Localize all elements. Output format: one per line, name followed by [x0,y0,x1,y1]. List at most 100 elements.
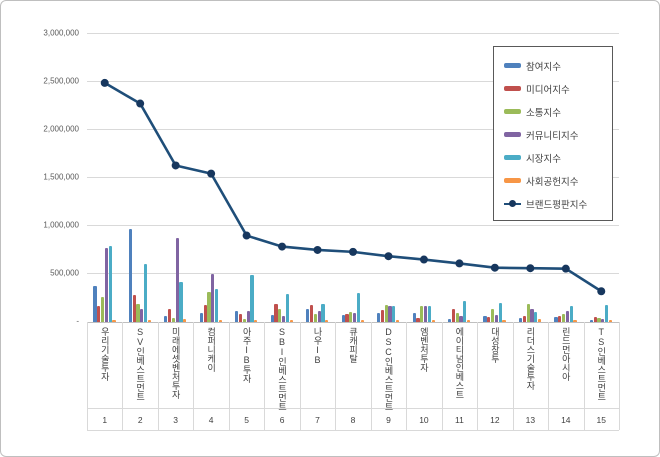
category-separator [299,322,301,430]
category-label: 린드먼아시아 [560,327,571,381]
bar-segment [171,318,176,322]
bar-segment [211,274,215,322]
bar-segment [467,320,471,322]
category-label: DSC인베스트먼트 [383,327,394,411]
bar-segment [132,294,136,322]
bar-segment [451,308,455,322]
bar-segment [218,319,222,322]
bar-segment [250,274,254,322]
y-axis-tick-label: 2,000,000 [43,124,79,134]
bar-segment [380,310,385,322]
category-separator [477,322,479,430]
category-label: 아주IB투자 [241,327,252,383]
bar-segment [270,315,274,322]
legend-label: 커뮤니티지수 [526,130,579,142]
category-rank-label: 1 [102,415,108,425]
bar-segment [321,304,325,322]
bar-segment [203,305,207,322]
category-label: 컴퍼니케이 [206,327,217,372]
y-axis-tick-label: 2,500,000 [43,76,79,86]
bar-segment [526,304,530,322]
category-label: 대성창투 [489,327,500,363]
bar-segment [522,316,526,322]
bar-segment [179,282,183,322]
bar-segment [605,304,609,322]
bar-segment [416,318,420,322]
bar-segment [317,310,321,322]
bar-segment [487,316,491,322]
bar-segment [239,313,243,322]
bar-segment [341,315,345,322]
bar-segment [562,313,566,322]
category-label: TS인베스트먼트 [596,327,607,401]
category-separator [193,322,195,430]
line-marker [171,161,180,170]
bar-segment [199,312,203,322]
bar-segment [423,305,428,322]
bar-segment [353,312,357,322]
bar-segment [498,302,502,322]
line-marker [242,231,251,240]
legend-bar-swatch-icon [504,132,521,137]
bar-segment [593,316,597,322]
line-marker [526,264,535,273]
category-label: 큐캐피탈 [348,327,358,363]
bar-segment [207,292,211,322]
category-label: 리더스기술투자 [525,327,536,390]
bar-segment [175,237,179,322]
y-gridline [87,33,619,34]
bar-segment [360,320,364,322]
legend-bar-swatch-icon [504,178,521,183]
category-label: 엠벤처투자 [418,327,429,372]
bar-segment [463,300,467,322]
category-separator [87,322,88,430]
bar-segment [183,319,187,322]
category-rank-label: 5 [244,415,249,425]
bar-segment [455,313,459,322]
y-gridline [87,81,619,82]
y-axis-tick-label: 1,500,000 [43,172,79,182]
legend-item: 브랜드평판지수 [504,192,612,215]
legend-item: 미디어지수 [504,77,612,100]
bar-segment [274,304,278,322]
bar-segment [285,294,290,322]
category-separator [122,322,124,430]
line-marker [136,99,145,108]
category-separator [548,322,550,430]
x-axis-line [87,322,619,323]
bar-segment [108,246,112,322]
line-marker [419,255,428,264]
legend-label: 시장지수 [526,153,561,165]
line-marker [384,252,393,261]
bar-segment [168,309,172,322]
bar-segment [518,318,523,322]
category-rank-label: 14 [561,415,571,425]
bar-segment [558,315,562,322]
label-bottom-line [87,430,619,431]
category-separator [441,322,443,430]
legend-label: 브랜드평판지수 [526,199,588,211]
category-label: 미래에셋벤처투자 [170,327,181,399]
bar-segment [589,319,594,322]
bar-segment [325,320,329,322]
bar-segment [420,305,424,322]
category-rank-label: 2 [137,415,143,425]
category-label: 우리기술투자 [99,327,110,381]
bar-segment [534,311,538,322]
legend-label: 미디어지수 [526,84,570,96]
bar-segment [392,305,396,322]
legend-bar-swatch-icon [504,86,521,91]
category-separator [512,322,514,430]
bar-segment [502,320,506,322]
line-marker [490,263,499,272]
bar-segment [573,320,577,322]
bar-segment [147,320,151,322]
category-rank-label: 8 [350,415,356,425]
bar-segment [494,315,499,322]
category-rank-label: 6 [279,415,285,425]
line-marker [455,259,464,268]
bar-segment [309,305,314,322]
legend-item: 시장지수 [504,146,612,169]
bar-segment [144,264,148,322]
